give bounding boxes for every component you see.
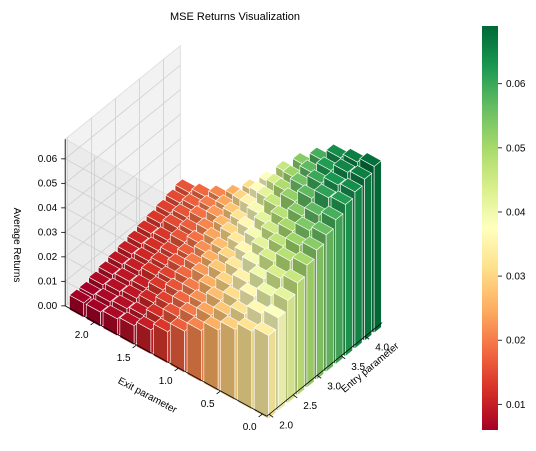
bar-top-face <box>78 281 102 296</box>
colorbar-tick-label: 0.03 <box>506 272 526 283</box>
bar-side-face <box>203 321 219 392</box>
colorbar-ticks: 0.01 0.02 0.03 0.04 0.05 0.06 <box>498 79 526 411</box>
bar-top-face <box>301 235 325 251</box>
entry-tick-label: 2.0 <box>279 420 293 431</box>
bar-top-face <box>136 219 159 234</box>
bar-side-face <box>253 327 269 420</box>
axes-group <box>64 139 383 417</box>
entry-tick-mark <box>340 355 346 360</box>
bar-front-face <box>306 258 315 389</box>
bar-side-face <box>237 322 253 411</box>
entry-tick-label: 3.0 <box>327 381 341 392</box>
entry-axis-line <box>266 322 383 417</box>
entry-tick-label: 2.5 <box>303 401 317 412</box>
bar-front-face <box>297 276 305 397</box>
bar-front-face <box>316 243 325 381</box>
bar-top-face <box>330 190 354 205</box>
returns-tick-label: 0.03 <box>38 227 58 238</box>
bar-front-face <box>364 172 373 342</box>
bar-top-face <box>88 270 111 286</box>
bar-top-face <box>107 250 130 265</box>
bar-top-face <box>263 303 286 319</box>
exit-tick-mark <box>216 390 221 395</box>
bar-side-face <box>186 322 202 383</box>
entry-tick-mark <box>316 374 322 379</box>
bar-top-face <box>332 158 356 173</box>
bar-front-face <box>345 198 353 358</box>
bar-top-face <box>323 171 346 186</box>
exit-tick-mark <box>90 321 95 326</box>
entry-tick-mark <box>268 413 274 418</box>
bar-front-face <box>325 228 334 373</box>
bar-top-face <box>253 321 277 336</box>
bar-top-face <box>282 268 306 284</box>
exit-tick-mark <box>174 367 179 372</box>
bar-top-face <box>126 229 150 245</box>
bar-top-face <box>340 177 363 193</box>
entry-tick-label: 3.5 <box>351 362 365 373</box>
bar-top-face <box>95 287 118 303</box>
chart-title: MSE Returns Visualization <box>170 11 300 23</box>
bar-top-face <box>112 294 135 309</box>
z-axis-label: Average Returns <box>11 208 22 283</box>
bar-side-face <box>220 321 236 401</box>
bar-top-face <box>320 205 344 221</box>
bar-top-face <box>311 220 334 236</box>
bar-front-face <box>268 329 277 420</box>
bar-top-face <box>114 267 138 282</box>
colorbar <box>482 26 498 430</box>
bars-group <box>68 143 382 420</box>
returns-tick-label: 0.04 <box>38 203 58 214</box>
colorbar-tick-label: 0.02 <box>506 336 526 347</box>
bar-top-face <box>349 165 373 180</box>
exit-tick-mark <box>132 344 137 349</box>
colorbar-tick-label: 0.05 <box>506 143 526 154</box>
exit-tick-label: 1.0 <box>159 376 173 387</box>
tick-labels: 2.0 2.5 3.0 3.5 4.0 0.0 0.5 1.0 1.5 2.0 0.00 0.01 0.… <box>38 154 390 433</box>
bar-top-face <box>68 288 92 304</box>
bar-side-face <box>169 322 185 374</box>
exit-tick-label: 0.0 <box>243 422 257 433</box>
bar-front-face <box>373 159 382 334</box>
bar-top-face <box>313 183 337 199</box>
exit-tick-label: 0.5 <box>201 399 215 410</box>
returns-tick-label: 0.05 <box>38 178 58 189</box>
bar-front-face <box>335 213 344 365</box>
bar-top-face <box>85 298 109 313</box>
colorbar-tick-label: 0.01 <box>506 400 526 411</box>
returns-tick-label: 0.02 <box>38 252 58 263</box>
exit-tick-mark <box>258 413 263 418</box>
bar-top-face <box>292 251 315 266</box>
bar <box>253 321 277 420</box>
bar-top-face <box>116 240 140 255</box>
returns-tick-label: 0.06 <box>38 154 58 165</box>
bar-top-face <box>272 286 296 301</box>
bar-front-face <box>277 311 286 412</box>
entry-tick-label: 4.0 <box>375 342 389 353</box>
returns-tick-label: 0.01 <box>38 276 58 287</box>
exit-tick-label: 1.5 <box>117 353 131 364</box>
exit-axis-line <box>65 305 267 417</box>
entry-tick-mark <box>364 335 370 340</box>
returns-tick-label: 0.00 <box>38 301 58 312</box>
bar-front-face <box>354 185 363 350</box>
bar-top-face <box>359 152 382 167</box>
bar-top-face <box>97 260 121 275</box>
colorbar-tick-label: 0.04 <box>506 207 526 218</box>
bar-top-face <box>102 304 126 320</box>
bar-top-face <box>104 277 128 292</box>
bar-front-face <box>287 293 296 404</box>
entry-tick-mark <box>292 394 298 399</box>
colorbar-tick-label: 0.06 <box>506 79 526 90</box>
exit-tick-label: 2.0 <box>75 330 89 341</box>
